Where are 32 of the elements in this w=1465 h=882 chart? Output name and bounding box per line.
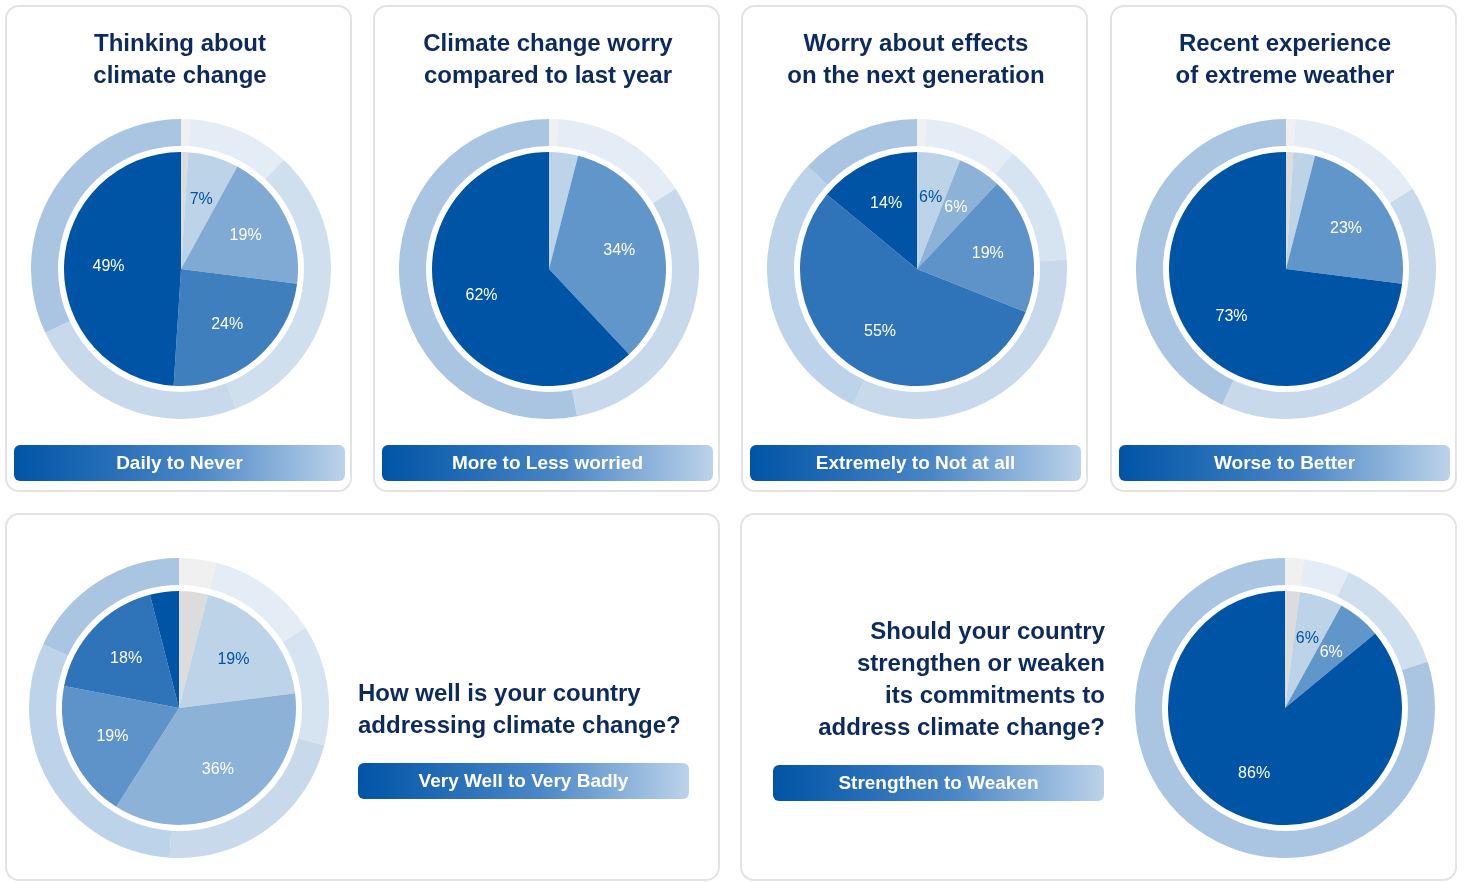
- data-label: 73%: [1215, 307, 1248, 325]
- text: More to Less worried: [382, 445, 713, 481]
- text: How well is your country addressing climate change?: [358, 678, 682, 740]
- data-label: 6%: [919, 188, 943, 206]
- data-label: 55%: [864, 321, 897, 339]
- text: Worse to Better: [1119, 445, 1450, 481]
- chart-title: Thinking about climate change: [92, 28, 268, 90]
- data-label: 14%: [870, 193, 903, 211]
- data-label: 62%: [465, 286, 498, 304]
- data-label: 19%: [971, 243, 1004, 261]
- data-label: 6%: [944, 198, 968, 216]
- text: Extremely to Not at all: [750, 445, 1081, 481]
- chart-title: Climate change worry compared to last year: [422, 28, 674, 90]
- data-label: 19%: [229, 226, 262, 244]
- text: Daily to Never: [14, 445, 345, 481]
- data-label: 19%: [96, 727, 129, 745]
- text: Very Well to Very Badly: [358, 763, 689, 799]
- data-label: 6%: [1319, 642, 1343, 660]
- chart-title: Worry about effects on the next generation: [786, 28, 1046, 90]
- data-label: 23%: [1329, 218, 1363, 236]
- data-label: 34%: [603, 241, 636, 259]
- data-label: 49%: [92, 257, 125, 275]
- text: Should your country strengthen or weaken its commitments to address climate change?: [817, 616, 1105, 742]
- text: Strengthen to Weaken: [773, 765, 1104, 801]
- data-label: 18%: [110, 648, 143, 666]
- data-label: 86%: [1238, 764, 1271, 782]
- chart-title: Recent experience of extreme weather: [1174, 28, 1396, 90]
- data-label: 19%: [217, 650, 250, 668]
- data-label: 7%: [189, 189, 213, 207]
- data-label: 6%: [1295, 629, 1319, 647]
- data-label: 36%: [201, 759, 234, 777]
- data-label: 24%: [211, 315, 244, 333]
